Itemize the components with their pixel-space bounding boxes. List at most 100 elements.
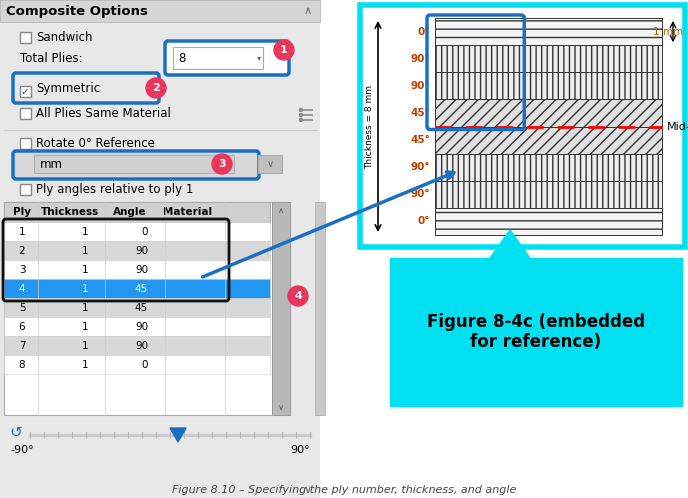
Text: 90°: 90°	[290, 445, 310, 455]
Text: Rotate 0° Reference: Rotate 0° Reference	[36, 136, 155, 149]
Text: ∨: ∨	[278, 402, 284, 411]
Text: 0: 0	[142, 227, 148, 237]
FancyBboxPatch shape	[435, 72, 662, 100]
Text: Sandwich: Sandwich	[36, 30, 92, 43]
FancyBboxPatch shape	[165, 41, 289, 75]
Text: ∨: ∨	[266, 159, 274, 169]
FancyBboxPatch shape	[315, 202, 325, 415]
Text: 45°: 45°	[410, 135, 430, 145]
FancyBboxPatch shape	[435, 126, 662, 153]
Text: 90°: 90°	[411, 162, 430, 172]
FancyBboxPatch shape	[20, 86, 31, 97]
Text: 1: 1	[81, 360, 88, 370]
Text: Figure 8-4c (embedded
for reference): Figure 8-4c (embedded for reference)	[427, 313, 645, 352]
Text: 90: 90	[135, 246, 148, 255]
FancyBboxPatch shape	[0, 0, 320, 22]
Text: 0°: 0°	[418, 217, 430, 227]
FancyBboxPatch shape	[34, 155, 234, 173]
Circle shape	[299, 109, 303, 112]
Text: Angle: Angle	[114, 207, 147, 217]
Text: Total Plies:: Total Plies:	[20, 51, 83, 65]
FancyBboxPatch shape	[20, 184, 31, 195]
FancyBboxPatch shape	[435, 100, 662, 126]
Text: Thickness: Thickness	[41, 207, 99, 217]
Text: 1: 1	[280, 45, 288, 55]
Text: 1: 1	[81, 227, 88, 237]
Text: 8: 8	[178, 51, 185, 65]
Text: 45: 45	[135, 302, 148, 313]
Text: ▾: ▾	[257, 53, 261, 63]
FancyBboxPatch shape	[4, 241, 270, 260]
Text: Symmetric: Symmetric	[36, 82, 100, 95]
FancyBboxPatch shape	[4, 336, 270, 355]
Text: ∧: ∧	[304, 6, 312, 16]
FancyBboxPatch shape	[4, 260, 270, 279]
Text: Thickness = 8 mm: Thickness = 8 mm	[365, 85, 374, 168]
Text: 0°: 0°	[418, 26, 430, 36]
FancyBboxPatch shape	[258, 155, 282, 173]
FancyBboxPatch shape	[4, 355, 270, 374]
Text: 0: 0	[142, 360, 148, 370]
FancyBboxPatch shape	[4, 279, 270, 298]
FancyBboxPatch shape	[0, 0, 320, 498]
FancyBboxPatch shape	[435, 45, 662, 72]
Text: 45: 45	[135, 283, 148, 293]
Text: 1: 1	[81, 341, 88, 351]
Text: 2: 2	[19, 246, 25, 255]
Text: 7: 7	[19, 341, 25, 351]
Text: 3: 3	[19, 264, 25, 274]
Text: Ply: Ply	[13, 207, 31, 217]
FancyBboxPatch shape	[18, 156, 32, 175]
Text: 90°: 90°	[411, 54, 430, 64]
FancyBboxPatch shape	[4, 222, 270, 241]
FancyBboxPatch shape	[435, 153, 662, 181]
Text: 4: 4	[19, 283, 25, 293]
Circle shape	[146, 78, 166, 98]
Text: ✓: ✓	[21, 87, 30, 97]
FancyBboxPatch shape	[13, 73, 159, 103]
FancyBboxPatch shape	[20, 108, 31, 119]
Text: 90: 90	[135, 322, 148, 332]
Circle shape	[288, 286, 308, 306]
Polygon shape	[490, 230, 530, 258]
Text: 90°: 90°	[411, 189, 430, 199]
Text: Figure 8.10 – Specifying the ply number, thickness, and angle: Figure 8.10 – Specifying the ply number,…	[172, 485, 516, 495]
Text: Composite Options: Composite Options	[6, 4, 148, 17]
Text: 4: 4	[294, 291, 302, 301]
FancyBboxPatch shape	[435, 181, 662, 208]
Text: Ply angles relative to ply 1: Ply angles relative to ply 1	[36, 182, 193, 196]
Circle shape	[299, 114, 303, 117]
Text: Material: Material	[164, 207, 213, 217]
FancyBboxPatch shape	[4, 298, 270, 317]
FancyBboxPatch shape	[272, 202, 290, 415]
Text: 1: 1	[81, 322, 88, 332]
Text: mm: mm	[40, 157, 63, 170]
Text: 45°: 45°	[410, 108, 430, 118]
Text: 1: 1	[81, 264, 88, 274]
Text: 3: 3	[218, 159, 226, 169]
Text: ∨: ∨	[304, 485, 312, 495]
Text: 1 mm: 1 mm	[653, 26, 683, 36]
Text: 6: 6	[19, 322, 25, 332]
FancyBboxPatch shape	[20, 138, 31, 149]
FancyBboxPatch shape	[435, 18, 662, 45]
FancyBboxPatch shape	[13, 151, 259, 179]
Polygon shape	[170, 428, 186, 442]
Text: 1: 1	[19, 227, 25, 237]
Circle shape	[212, 154, 232, 174]
Text: 1: 1	[81, 246, 88, 255]
Text: 1: 1	[81, 283, 88, 293]
Text: 2: 2	[152, 83, 160, 93]
FancyBboxPatch shape	[173, 47, 263, 69]
Text: 90°: 90°	[411, 81, 430, 91]
Text: 5: 5	[19, 302, 25, 313]
Circle shape	[299, 119, 303, 122]
Text: All Plies Same Material: All Plies Same Material	[36, 107, 171, 120]
Text: 1: 1	[81, 302, 88, 313]
Circle shape	[274, 40, 294, 60]
Text: ∧: ∧	[278, 206, 284, 215]
Text: 8: 8	[19, 360, 25, 370]
FancyBboxPatch shape	[20, 32, 31, 43]
FancyBboxPatch shape	[360, 5, 685, 247]
FancyBboxPatch shape	[390, 258, 682, 406]
